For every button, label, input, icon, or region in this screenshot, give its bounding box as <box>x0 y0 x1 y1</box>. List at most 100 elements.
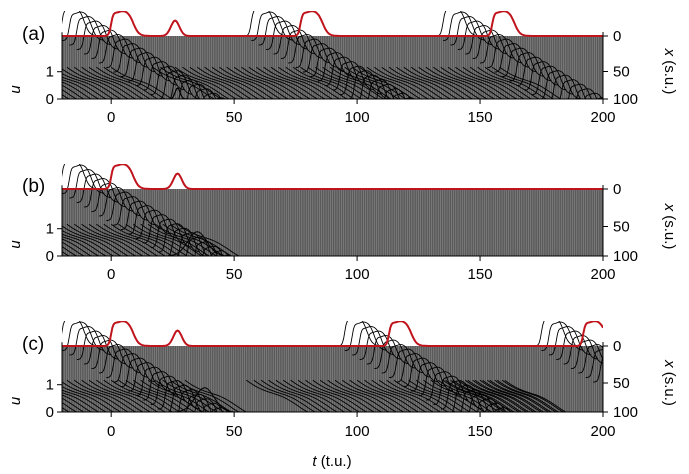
lower-trace <box>133 379 196 412</box>
lower-trace <box>169 223 233 256</box>
wave-1 <box>152 11 471 99</box>
collision-trace <box>167 231 227 256</box>
upper-trace <box>534 321 576 347</box>
wave-2 <box>344 11 603 99</box>
lower-trace <box>469 66 533 99</box>
lower-trace <box>472 379 535 412</box>
lower-trace <box>62 79 100 99</box>
upper-trace <box>243 11 286 37</box>
t-tick-label: 0 <box>107 423 115 440</box>
lower-trace <box>484 66 547 99</box>
lower-trace <box>125 223 188 256</box>
lower-trace <box>312 379 375 412</box>
upper-trace <box>362 79 404 99</box>
lower-trace <box>62 238 93 256</box>
lower-trace <box>477 66 540 99</box>
lower-trace <box>359 66 422 99</box>
lower-trace <box>0 67 35 100</box>
lower-trace <box>285 66 348 99</box>
lower-trace <box>88 379 152 412</box>
lower-trace <box>182 66 245 99</box>
upper-trace <box>553 79 596 99</box>
lower-trace <box>167 66 230 99</box>
lower-trace <box>189 66 252 99</box>
lower-trace <box>110 66 174 99</box>
t-axis-var: t <box>312 453 317 470</box>
lower-trace <box>118 379 181 412</box>
upper-trace <box>465 25 508 55</box>
lower-trace <box>334 379 397 412</box>
lower-trace <box>479 379 543 412</box>
lower-trace <box>408 379 471 412</box>
lower-trace <box>445 379 508 412</box>
u-tick-label: 0 <box>46 404 54 421</box>
x-tick-label: 0 <box>613 338 621 355</box>
t-tick-label: 0 <box>107 266 115 283</box>
lower-trace <box>177 379 240 412</box>
upper-trace <box>194 245 237 256</box>
x-tick-label: 100 <box>613 404 638 421</box>
plot-area <box>62 321 603 412</box>
lower-trace <box>423 379 486 412</box>
u-tick-label: 1 <box>46 377 54 394</box>
wave-2 <box>442 321 603 412</box>
x-tick-label: 0 <box>613 28 621 45</box>
t-tick-label: 150 <box>468 423 493 440</box>
upper-trace <box>539 70 581 99</box>
t-axis-title: t (t.u.) <box>312 453 351 470</box>
lower-trace <box>315 66 378 99</box>
lower-trace <box>96 66 159 99</box>
upper-trace <box>575 92 603 99</box>
lower-trace <box>433 66 496 99</box>
upper-trace <box>121 47 163 77</box>
lower-trace <box>457 379 520 412</box>
source-trace <box>62 164 603 190</box>
x-axis-var: x <box>661 359 678 372</box>
upper-trace <box>62 164 97 190</box>
upper-trace <box>76 330 119 360</box>
lower-trace <box>184 379 247 412</box>
t-tick-label: 50 <box>226 423 243 440</box>
upper-trace <box>337 321 380 347</box>
lower-trace <box>74 223 137 256</box>
u-tick-label: 1 <box>46 221 54 238</box>
lower-trace <box>467 379 530 412</box>
plot-area <box>62 164 603 256</box>
t-tick-label: 100 <box>345 266 370 283</box>
source-trace <box>62 11 603 37</box>
upper-trace <box>91 182 134 212</box>
lower-trace <box>440 66 503 99</box>
lower-trace <box>219 66 282 99</box>
lower-trace <box>118 223 181 256</box>
lower-trace <box>455 66 518 99</box>
upper-trace <box>347 70 390 99</box>
panel-label: (c) <box>22 334 44 355</box>
lower-trace <box>169 379 233 412</box>
upper-trace <box>84 335 126 365</box>
t-tick-label: 200 <box>590 423 615 440</box>
lower-trace <box>351 66 415 99</box>
x-axis-unit: (s.u.) <box>661 60 678 94</box>
wave-1 <box>246 321 603 412</box>
lower-trace <box>474 379 538 412</box>
upper-trace <box>339 65 382 96</box>
lower-trace <box>66 223 129 256</box>
lower-trace <box>103 223 166 256</box>
upper-trace <box>76 20 119 50</box>
lower-trace <box>133 223 196 256</box>
lower-trace <box>378 379 442 412</box>
u-axis-title: u <box>7 396 24 405</box>
x-tick-label: 100 <box>613 91 638 108</box>
u-axis-title: u <box>7 85 24 94</box>
lower-trace <box>103 379 166 412</box>
upper-trace <box>180 236 222 256</box>
lower-trace <box>418 66 481 99</box>
lower-trace <box>233 66 297 99</box>
upper-trace <box>128 362 171 392</box>
lower-trace <box>263 66 326 99</box>
lower-trace <box>62 386 115 412</box>
lower-trace <box>62 392 100 412</box>
lower-trace <box>152 66 216 99</box>
lower-trace <box>492 66 555 99</box>
upper-trace <box>106 191 149 221</box>
